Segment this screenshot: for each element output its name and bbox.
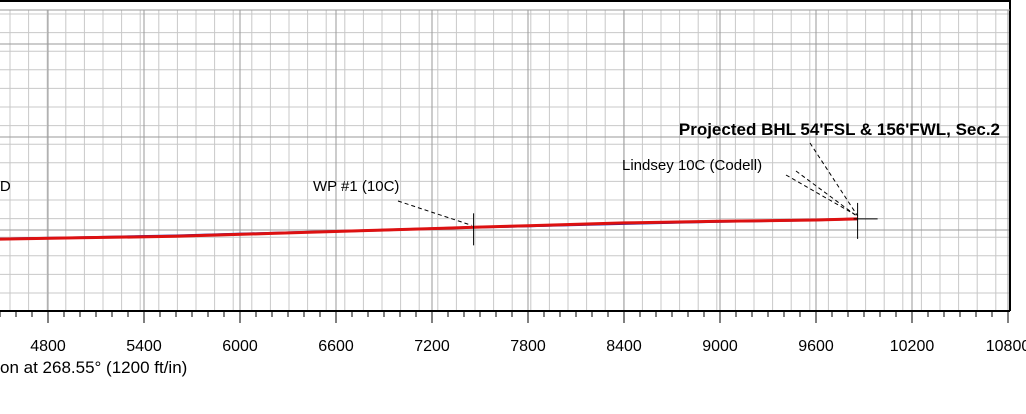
grid-lines (0, 10, 1010, 311)
leader-lindsey-a (785, 174, 856, 216)
annotation-wp1: WP #1 (10C) (313, 178, 399, 195)
x-tick-label: 10200 (890, 338, 935, 355)
x-tick-label: 6600 (318, 338, 354, 355)
chart-frame (0, 0, 1011, 312)
x-tick-label: 4800 (30, 338, 66, 355)
x-tick-label: 5400 (126, 338, 162, 355)
x-tick-label: 9600 (798, 338, 834, 355)
x-tick-label: 7800 (510, 338, 546, 355)
x-tick-label: 10800 (986, 338, 1026, 355)
annotation-projected-bhl: Projected BHL 54'FSL & 156'FWL, Sec.2 (679, 120, 1000, 139)
x-tick-label: 9000 (702, 338, 738, 355)
x-tick-label: 6000 (222, 338, 258, 355)
annotation-cut-off-label: 'D (0, 178, 11, 195)
x-axis-tick-labels: 4800 5400 6000 6600 7200 7800 8400 9000 9600 1020… (30, 338, 1026, 355)
series-lines (0, 217, 858, 241)
annotations: Projected BHL 54'FSL & 156'FWL, Sec.2 Li… (0, 120, 1000, 195)
series-line-2 (0, 217, 858, 241)
x-axis-label: on at 268.55° (1200 ft/in) (0, 358, 188, 377)
leader-wp1 (397, 200, 472, 226)
point-markers (473, 202, 878, 246)
annotation-lindsey-10c: Lindsey 10C (Codell) (622, 157, 762, 174)
x-axis-ticks (0, 311, 1009, 323)
leader-bhl (809, 142, 859, 217)
leader-lindsey-b (795, 170, 857, 217)
x-tick-label: 8400 (606, 338, 642, 355)
annotation-leaders (397, 142, 859, 226)
x-tick-label: 7200 (414, 338, 450, 355)
